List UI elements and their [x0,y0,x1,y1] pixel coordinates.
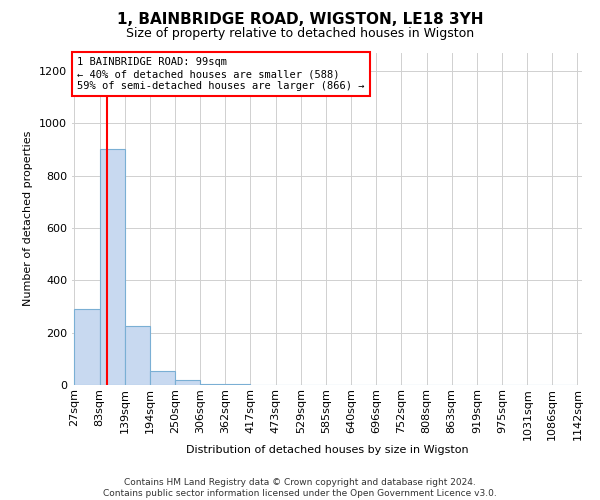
Text: 1, BAINBRIDGE ROAD, WIGSTON, LE18 3YH: 1, BAINBRIDGE ROAD, WIGSTON, LE18 3YH [117,12,483,28]
Y-axis label: Number of detached properties: Number of detached properties [23,131,34,306]
Text: Contains HM Land Registry data © Crown copyright and database right 2024.
Contai: Contains HM Land Registry data © Crown c… [103,478,497,498]
Bar [200,384,226,385]
Bar [149,370,175,385]
X-axis label: Distribution of detached houses by size in Wigston: Distribution of detached houses by size … [185,446,469,456]
Bar [125,326,149,385]
Text: 1 BAINBRIDGE ROAD: 99sqm
← 40% of detached houses are smaller (588)
59% of semi-: 1 BAINBRIDGE ROAD: 99sqm ← 40% of detach… [77,58,365,90]
Bar [100,150,125,385]
Bar [175,380,200,385]
Bar [226,384,250,385]
Bar [74,309,100,385]
Text: Size of property relative to detached houses in Wigston: Size of property relative to detached ho… [126,28,474,40]
